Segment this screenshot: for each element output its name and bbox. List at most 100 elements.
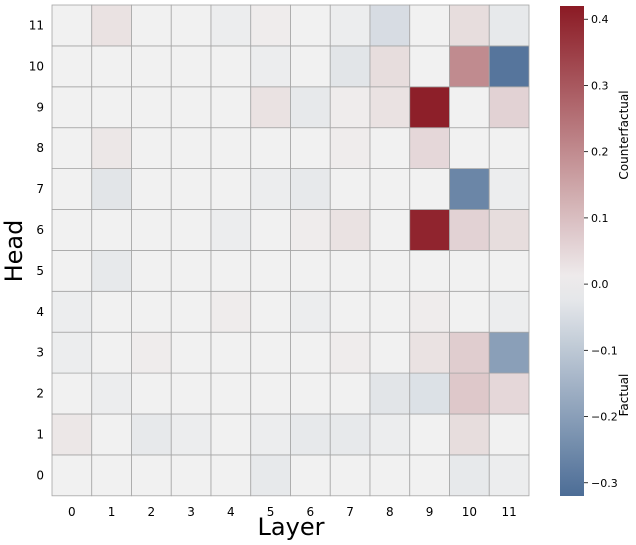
heatmap-cell-head3-layer4	[210, 331, 252, 374]
y-tick-label: 8	[36, 141, 44, 155]
heatmap-cell-head11-layer0	[51, 4, 93, 47]
y-tick-label: 0	[36, 468, 44, 482]
heatmap-cell-head3-layer3	[170, 331, 212, 374]
x-tick-label: 2	[148, 505, 156, 519]
heatmap-cell-head5-layer11	[488, 249, 530, 292]
heatmap-cell-head10-layer6	[290, 45, 331, 88]
x-tick-labels: 0 1 2 3 4 5 6 7 8 9 10 11	[68, 505, 517, 519]
heatmap-cell-head5-layer5	[250, 249, 291, 292]
heatmap-cell-head11-layer11	[488, 4, 530, 47]
heatmap-cell-head4-layer2	[131, 290, 172, 333]
heatmap-cell-head5-layer3	[170, 249, 212, 292]
colorbar-tick-label: 0.0	[591, 278, 609, 291]
colorbar	[560, 6, 584, 496]
heatmap-cell-head11-layer2	[131, 4, 172, 47]
y-tick-label: 6	[36, 223, 44, 237]
heatmap-cell-head5-layer9	[409, 249, 450, 292]
heatmap-cell-head7-layer10	[449, 168, 490, 210]
y-tick-labels: 0 1 2 3 4 5 6 7 8 9 10 11	[29, 18, 44, 482]
heatmap-cell-head9-layer6	[290, 86, 331, 129]
heatmap-cell-head3-layer0	[51, 331, 93, 374]
heatmap-cell-head10-layer1	[91, 45, 132, 88]
heatmap-cell-head11-layer8	[369, 4, 411, 47]
heatmap-cell-head5-layer8	[369, 249, 411, 292]
heatmap-cell-head5-layer4	[210, 249, 252, 292]
heatmap-cell-head0-layer0	[51, 454, 93, 497]
heatmap-cell-head8-layer6	[290, 127, 331, 169]
heatmap-cell-head6-layer6	[290, 209, 331, 251]
heatmap-cell-head11-layer4	[210, 4, 252, 47]
heatmap-cell-head9-layer9	[409, 86, 450, 129]
colorbar-ticks: 0.4 0.3 0.2 0.1 0.0 −0.1 −0.2 −0.3	[584, 13, 618, 490]
heatmap-cell-head10-layer0	[51, 45, 93, 88]
colorbar-tick-label: 0.2	[591, 146, 609, 159]
heatmap-cell-head6-layer10	[449, 209, 490, 251]
heatmap-cell-head3-layer9	[409, 331, 450, 374]
colorbar-tick-label: 0.3	[591, 79, 609, 92]
heatmap-cell-head0-layer2	[131, 454, 172, 497]
y-tick-label: 5	[36, 264, 44, 278]
heatmap-cell-head10-layer8	[369, 45, 411, 88]
heatmap-cell-head1-layer4	[210, 413, 252, 456]
colorbar-tick-label: −0.3	[591, 477, 618, 490]
heatmap-cell-head8-layer4	[210, 127, 252, 169]
heatmap-cell-head6-layer5	[250, 209, 291, 251]
x-axis-label: Layer	[258, 513, 325, 541]
heatmap-cell-head11-layer5	[250, 4, 291, 47]
x-tick-label: 5	[267, 505, 275, 519]
heatmap-cell-head4-layer5	[250, 290, 291, 333]
heatmap-cell-head0-layer10	[449, 454, 490, 497]
heatmap-cell-head3-layer7	[329, 331, 371, 374]
heatmap-cell-head8-layer11	[488, 127, 530, 169]
heatmap-cell-head1-layer7	[329, 413, 371, 456]
heatmap-cell-head1-layer10	[449, 413, 490, 456]
heatmap-cell-head7-layer6	[290, 168, 331, 210]
heatmap-cell-head9-layer3	[170, 86, 212, 129]
heatmap-cell-head1-layer11	[488, 413, 530, 456]
heatmap-cell-head10-layer9	[409, 45, 450, 88]
heatmap-cell-head9-layer11	[488, 86, 530, 129]
heatmap-cell-head2-layer11	[488, 372, 530, 415]
heatmap-cell-head0-layer6	[290, 454, 331, 497]
x-tick-label: 10	[462, 505, 477, 519]
heatmap-cell-head0-layer5	[250, 454, 291, 497]
heatmap-cell-head8-layer9	[409, 127, 450, 169]
heatmap-cell-head10-layer10	[449, 45, 490, 88]
heatmap-cell-head11-layer7	[329, 4, 371, 47]
heatmap-cell-head10-layer3	[170, 45, 212, 88]
colorbar-tick-label: 0.1	[591, 212, 609, 225]
y-axis-label: Head	[0, 220, 28, 283]
heatmap-cell-head9-layer4	[210, 86, 252, 129]
heatmap-cell-head4-layer1	[91, 290, 132, 333]
heatmap-cell-head7-layer4	[210, 168, 252, 210]
heatmap-cell-head7-layer1	[91, 168, 132, 210]
heatmap-cell-head6-layer4	[210, 209, 252, 251]
colorbar-tick-label: −0.1	[591, 344, 618, 357]
heatmap-cell-head2-layer0	[51, 372, 93, 415]
y-tick-label: 2	[36, 387, 44, 401]
heatmap-cell-head4-layer11	[488, 290, 530, 333]
heatmap-cell-head0-layer9	[409, 454, 450, 497]
heatmap-cell-head2-layer5	[250, 372, 291, 415]
heatmap-cell-head2-layer3	[170, 372, 212, 415]
heatmap-cell-head10-layer2	[131, 45, 172, 88]
heatmap-cell-head7-layer3	[170, 168, 212, 210]
heatmap-cell-head4-layer10	[449, 290, 490, 333]
heatmap-cell-head0-layer4	[210, 454, 252, 497]
y-tick-label: 3	[36, 346, 44, 360]
heatmap-cell-head1-layer8	[369, 413, 411, 456]
x-tick-label: 3	[187, 505, 195, 519]
heatmap-cell-head7-layer2	[131, 168, 172, 210]
heatmap-cell-head5-layer6	[290, 249, 331, 292]
heatmap-cell-head7-layer5	[250, 168, 291, 210]
x-tick-label: 11	[501, 505, 516, 519]
y-tick-label: 10	[29, 59, 44, 73]
heatmap-cell-head0-layer7	[329, 454, 371, 497]
y-tick-label: 11	[29, 18, 44, 32]
heatmap-cell-head6-layer9	[409, 209, 450, 251]
colorbar-tick-label: 0.4	[591, 13, 609, 26]
heatmap-cell-head11-layer1	[91, 4, 132, 47]
y-tick-label: 1	[36, 427, 44, 441]
heatmap-cell-head7-layer11	[488, 168, 530, 210]
